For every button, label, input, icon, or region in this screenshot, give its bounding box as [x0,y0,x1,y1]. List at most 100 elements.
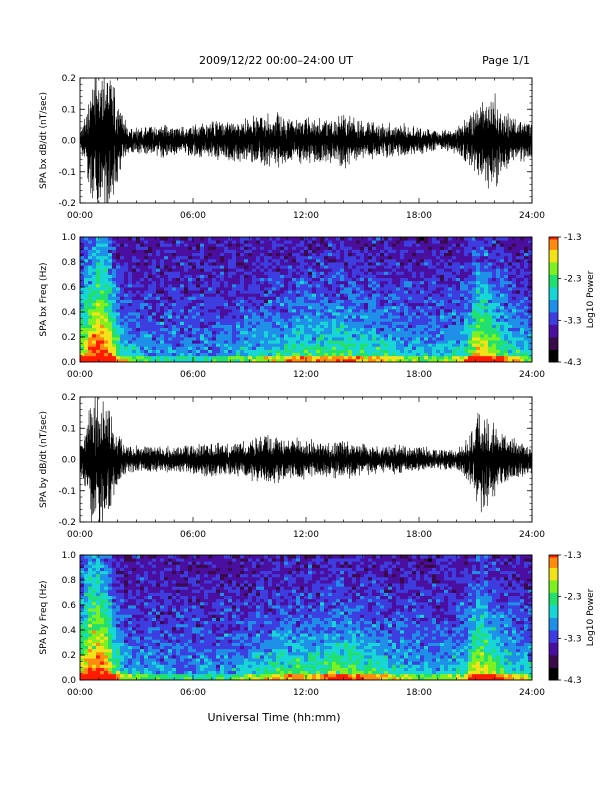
heatmap-cell [296,330,301,335]
heatmap-cell [180,240,185,244]
heatmap-cell [456,318,461,322]
heatmap-cell [412,290,417,294]
heatmap-cell [400,271,405,275]
heatmap-cell [444,271,449,275]
heatmap-cell [480,312,485,316]
heatmap-cell [128,262,133,266]
heatmap-cell [100,333,105,338]
heatmap-cell [380,296,385,300]
heatmap-cell [104,249,109,254]
colorbar-swatch [549,241,558,244]
heatmap-cell [80,290,85,294]
heatmap-cell [276,315,281,319]
heatmap-cell [412,283,417,288]
heatmap-cell [268,255,273,260]
heatmap-cell [104,296,109,300]
heatmap-cell [84,676,89,680]
heatmap-cell [176,293,181,297]
heatmap-cell [508,296,513,300]
heatmap-cell [512,258,517,263]
heatmap-cell [360,305,365,310]
heatmap-cell [476,246,481,250]
heatmap-cell [416,290,421,294]
heatmap-cell [472,249,477,254]
heatmap-cell [180,268,185,272]
heatmap-cell [232,330,237,335]
heatmap-cell [316,305,321,310]
heatmap-cell [348,337,353,341]
heatmap-cell [80,312,85,316]
heatmap-cell [160,246,165,250]
heatmap-cell [400,321,405,325]
heatmap-cell [436,290,441,294]
heatmap-cell [428,274,433,279]
heatmap-cell [180,315,185,319]
heatmap-cell [292,293,297,297]
heatmap-cell [336,293,341,297]
heatmap-cell [148,352,153,357]
heatmap-cell [256,352,261,357]
heatmap-cell [96,352,101,357]
heatmap-cell [296,252,301,257]
heatmap-cell [132,318,137,322]
heatmap-cell [144,299,149,304]
heatmap-cell [460,290,465,294]
heatmap-cell [352,337,357,341]
heatmap-cell [180,296,185,300]
heatmap-cell [468,333,473,338]
heatmap-cell [156,321,161,325]
heatmap-cell [188,252,193,257]
heatmap-cell [508,262,513,266]
heatmap-cell [316,277,321,282]
heatmap-cell [336,290,341,294]
heatmap-cell [100,252,105,257]
heatmap-cell [496,333,501,338]
heatmap-cell [248,277,253,282]
heatmap-cell [96,333,101,338]
heatmap-cell [292,240,297,244]
heatmap-cell [276,252,281,257]
heatmap-cell [456,355,461,360]
heatmap-cell [264,324,269,329]
heatmap-cell [488,333,493,338]
heatmap-cell [116,312,121,316]
heatmap-cell [148,299,153,304]
heatmap-cell [92,302,97,307]
heatmap-cell [304,340,309,344]
heatmap-cell [380,321,385,325]
heatmap-cell [376,265,381,269]
heatmap-cell [444,305,449,310]
heatmap-cell [488,293,493,297]
heatmap-cell [168,343,173,347]
colorbar-swatch [549,326,558,330]
heatmap-cell [100,287,105,291]
heatmap-cell [308,293,313,297]
heatmap-cell [432,252,437,257]
heatmap-cell [488,308,493,313]
heatmap-cell [156,280,161,285]
heatmap-cell [436,280,441,285]
colorbar-swatch [549,276,558,280]
heatmap-cell [136,333,141,338]
heatmap-cell [208,287,213,291]
heatmap-cell [168,287,173,291]
heatmap-cell [132,355,137,360]
heatmap-cell [220,305,225,310]
heatmap-cell [248,327,253,332]
heatmap-cell [228,355,233,360]
heatmap-cell [340,315,345,319]
heatmap-cell [196,330,201,335]
y-tick-label: 0.0 [62,456,77,466]
waveform-trace [80,397,532,522]
heatmap-cell [336,268,341,272]
heatmap-cell [212,240,217,244]
heatmap-cell [528,240,532,244]
heatmap-cell [128,246,133,250]
heatmap-cell [264,352,269,357]
heatmap-cell [88,240,93,244]
heatmap-cell [372,346,377,350]
heatmap-cell [160,321,165,325]
heatmap-cell [424,274,429,279]
heatmap-cell [120,346,125,350]
heatmap-cell [440,318,445,322]
